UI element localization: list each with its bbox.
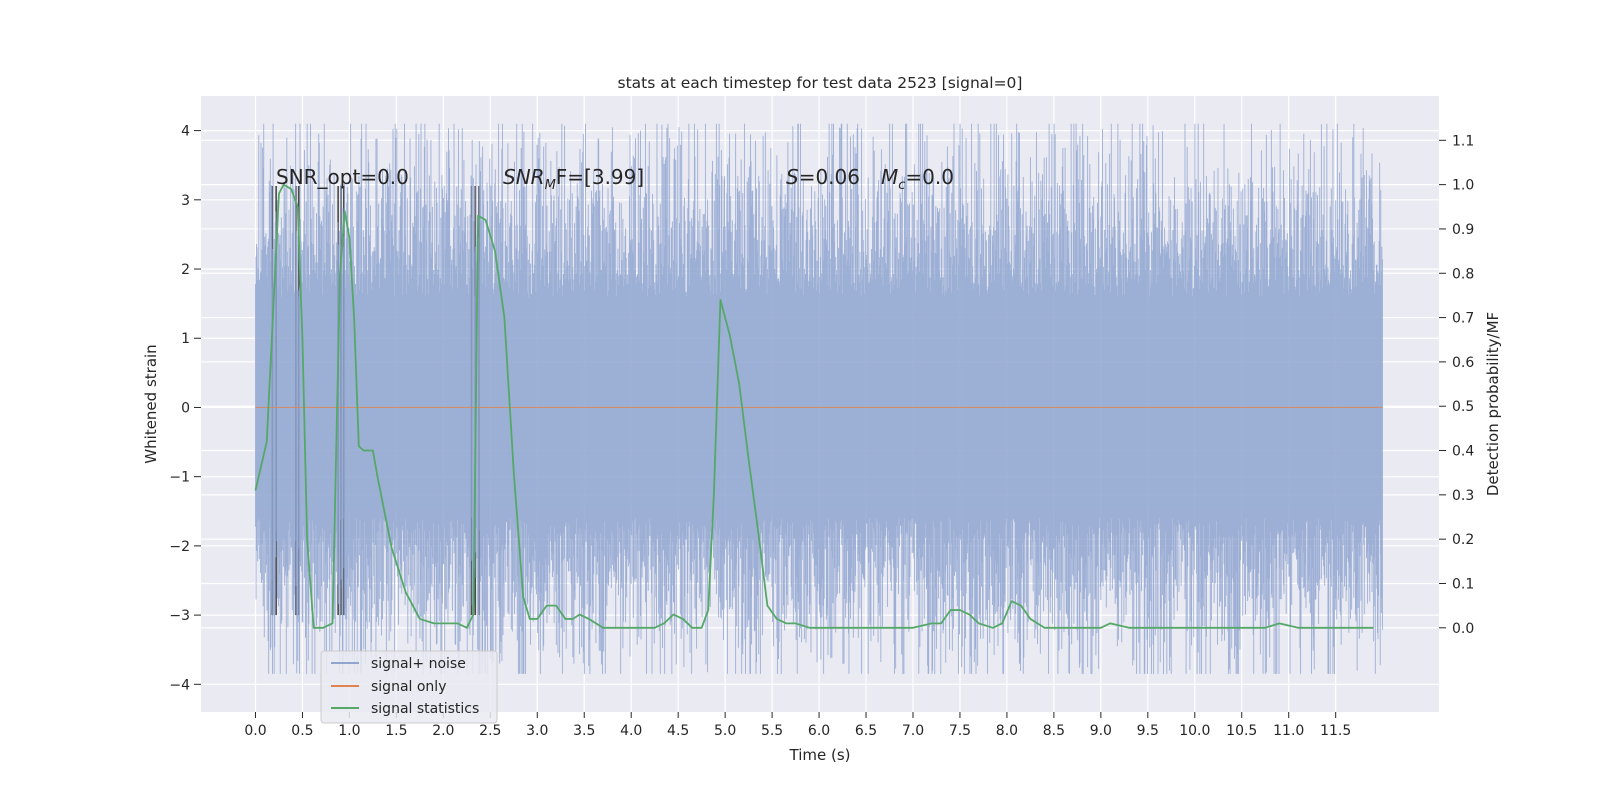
annotation-s: S=0.06 <box>786 165 860 189</box>
y-axis-label: Whitened strain <box>142 344 160 463</box>
x-tick-label-7: 3.5 <box>573 723 595 739</box>
y-tick-label-3: −1 <box>169 470 190 486</box>
y2-tick-label-8: 0.8 <box>1452 266 1474 282</box>
annotation-s-main: S <box>786 165 799 189</box>
x-tick-label-4: 2.0 <box>432 723 454 739</box>
y2-tick-label-2: 0.2 <box>1452 532 1474 548</box>
x-tick-label-10: 5.0 <box>714 723 736 739</box>
x-tick-label-19: 9.5 <box>1137 723 1159 739</box>
annotation-snr-mf-main: SNR <box>503 165 545 189</box>
annotation-mc-sub: c <box>898 178 905 193</box>
series-signal-noise-trace <box>255 123 1383 674</box>
annotation-snr-mf-sub: M <box>545 178 556 193</box>
annotation-s-rest: =0.06 <box>799 165 860 189</box>
y2-tick-label-5: 0.5 <box>1452 399 1474 415</box>
annotation-snr-mf-rest: F=[3.99] <box>556 165 644 189</box>
x-tick-label-12: 6.0 <box>808 723 830 739</box>
legend-label-signal-statistics: signal statistics <box>371 701 479 717</box>
x-tick-label-17: 8.5 <box>1043 723 1065 739</box>
y2-tick-label-1: 0.1 <box>1452 576 1474 592</box>
x-tick-label-8: 4.0 <box>620 723 642 739</box>
x-tick-label-14: 7.0 <box>902 723 924 739</box>
x-tick-label-11: 5.5 <box>761 723 783 739</box>
y-tick-label-5: 1 <box>181 331 190 347</box>
legend-box <box>320 650 498 724</box>
x-tick-label-18: 9.0 <box>1090 723 1112 739</box>
legend-label-signal-noise: signal+ noise <box>371 656 466 672</box>
x-tick-label-5: 2.5 <box>479 723 501 739</box>
chart-title: stats at each timestep for test data 252… <box>618 74 1023 92</box>
x-tick-label-6: 3.0 <box>526 723 548 739</box>
x-tick-label-21: 10.5 <box>1226 723 1257 739</box>
y-tick-label-1: −3 <box>169 608 190 624</box>
x-tick-label-20: 10.0 <box>1179 723 1210 739</box>
x-tick-label-9: 4.5 <box>667 723 689 739</box>
series-layer <box>254 123 1383 674</box>
y2-tick-label-4: 0.4 <box>1452 444 1474 460</box>
y-tick-label-7: 3 <box>181 193 190 209</box>
y2-tick-label-7: 0.7 <box>1452 311 1474 327</box>
y-tick-label-4: 0 <box>181 400 190 416</box>
ticks: 0.0 0.5 1.0 1.5 2.0 2.5 3.0 3.5 4.0 4.5 5.0 5.5 6.0 6… <box>169 124 1474 739</box>
y2-tick-label-0: 0.0 <box>1452 621 1474 637</box>
y2-tick-label-3: 0.3 <box>1452 488 1474 504</box>
y-tick-label-0: −4 <box>169 677 190 693</box>
y2-tick-label-6: 0.6 <box>1452 355 1474 371</box>
x-axis-label: Time (s) <box>789 746 851 764</box>
legend-label-signal-only: signal only <box>371 679 446 695</box>
y2-tick-label-9: 0.9 <box>1452 222 1474 238</box>
x-tick-label-23: 11.5 <box>1320 723 1351 739</box>
annotation-snr-opt: SNR_opt=0.0 <box>276 165 409 189</box>
y-tick-label-2: −2 <box>169 539 190 555</box>
x-tick-label-16: 8.0 <box>996 723 1018 739</box>
legend: signal+ noise signal only signal statist… <box>320 650 498 724</box>
annotation-mc-main: M <box>881 165 898 189</box>
x-tick-label-15: 7.5 <box>949 723 971 739</box>
x-tick-label-0: 0.0 <box>244 723 266 739</box>
annotation-mc-rest: =0.0 <box>905 165 954 189</box>
series-signal-statistics <box>254 183 1374 629</box>
x-tick-label-22: 11.0 <box>1273 723 1304 739</box>
y2-axis-label: Detection probability/MF <box>1484 312 1502 496</box>
y-tick-label-6: 2 <box>181 262 190 278</box>
y-tick-label-8: 4 <box>181 124 190 140</box>
x-tick-label-3: 1.5 <box>385 723 407 739</box>
y2-tick-label-10: 1.0 <box>1452 178 1474 194</box>
x-tick-label-13: 6.5 <box>855 723 877 739</box>
y2-tick-label-11: 1.1 <box>1452 133 1474 149</box>
annotation-snr-mf: SNRMF=[3.99] <box>503 165 644 193</box>
x-tick-label-1: 0.5 <box>291 723 313 739</box>
x-tick-label-2: 1.0 <box>338 723 360 739</box>
annotation-mc: Mc=0.0 <box>881 165 954 193</box>
